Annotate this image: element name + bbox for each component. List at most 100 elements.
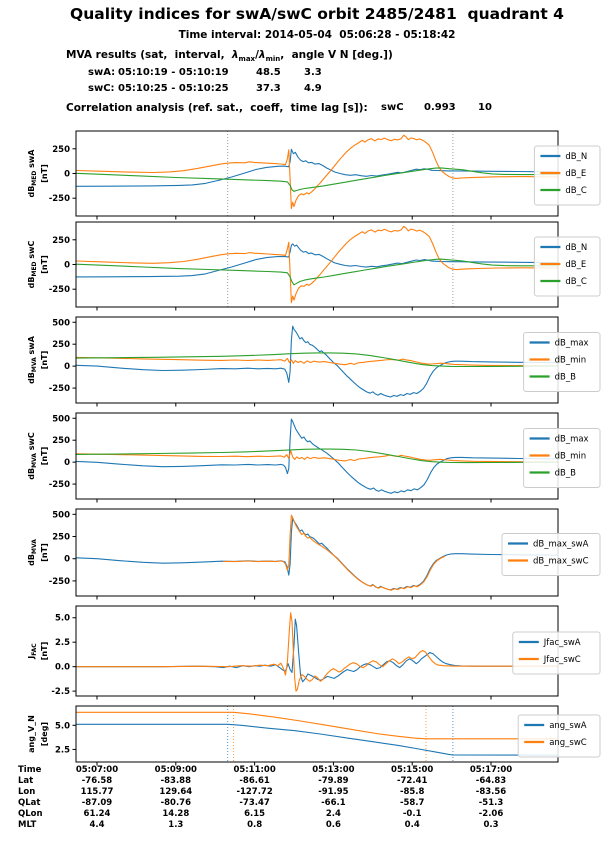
table-cell: 61.24 (83, 809, 111, 819)
table-cell: -76.58 (81, 776, 113, 786)
table-cell: -79.89 (318, 776, 349, 786)
panel-jfac: 5.0 2.5 0.0 -2.5 JFAC [nT] Jfac_swA Jfac_swC (27, 605, 601, 700)
series-dB_B (76, 352, 558, 368)
table-row-label-lat: Lat (18, 776, 34, 786)
legend-label: dB_N (565, 243, 587, 253)
y-axis-unit: [nT] (40, 447, 49, 465)
series-dB_E (76, 134, 558, 210)
legend-label: dB_min (555, 452, 587, 462)
mva-swA-interval: 05:10:19 - 05:10:19 (118, 67, 229, 78)
table-row-label-mlt: MLT (18, 820, 37, 830)
lambda-max-symbol: λ (231, 49, 239, 61)
table-cell: -87.09 (81, 798, 113, 808)
mva-header-tail: , angle V N [deg.]) (280, 49, 393, 61)
table-cell: -2.06 (478, 809, 504, 819)
y-axis-unit: [nT] (40, 255, 49, 273)
table-cell: -80.76 (160, 798, 192, 808)
y-tick-label: 2.5 (55, 638, 70, 648)
table-cell: 2.4 (325, 809, 341, 819)
y-tick-label: 250 (52, 436, 70, 446)
legend-label: ang_swC (549, 738, 587, 748)
y-tick-label: 250 (52, 236, 70, 246)
mva-row-swC: swC: 05:10:25 - 05:10:25 37.3 4.9 (0, 83, 602, 97)
y-axis-unit: [nT] (40, 351, 49, 369)
y-axis-unit: [deg] (40, 722, 49, 746)
series-Jfac_swA (76, 618, 558, 683)
table-cell: -83.88 (160, 776, 192, 786)
legend-label: dB_C (565, 277, 586, 287)
lambda-min-symbol: λ (258, 49, 266, 61)
table-cell: 0.3 (483, 820, 499, 830)
y-tick-label: 0.0 (55, 663, 70, 673)
table-cell: -127.72 (236, 787, 273, 797)
table-row-label-time: Time (18, 765, 42, 775)
y-axis-label: dBMVA (27, 539, 38, 566)
table-cell: -91.95 (318, 787, 349, 797)
time-interval-subtitle: Time interval: 2014-05-04 05:06:28 - 05:… (178, 29, 456, 41)
series-ang_swC (76, 711, 558, 740)
y-tick-label: 5.0 (55, 721, 70, 731)
mva-swA-angle: 3.3 (304, 67, 322, 78)
table-cell: 05:11:00 (233, 765, 276, 775)
legend-label: dB_max_swA (533, 540, 589, 550)
series-dB_C (76, 167, 558, 192)
table-cell: -51.3 (478, 798, 504, 808)
panel-dBmed-swC: 250 0 -250 dBMED swC[nT] dB_N dB_E dB_C (27, 221, 601, 311)
table-cell: -64.83 (475, 776, 507, 786)
table-cell: -66.1 (321, 798, 346, 808)
y-axis-label: ang_V_N (27, 715, 36, 753)
figure-title: Quality indices for swA/swC orbit 2485/2… (70, 5, 564, 23)
legend-label: dB_N (565, 152, 587, 162)
y-axis-label: dBMVA swA (27, 335, 38, 384)
panel-dBmva-swC: 500 250 0 -250 dBMVA swC[nT] dB_max dB_min dB_B (27, 412, 601, 503)
table-cell: 14.28 (162, 809, 190, 819)
mva-header-text: MVA results (sat, interval, (66, 49, 232, 61)
mva-swA-ratio: 48.5 (256, 67, 281, 78)
table-cell: -83.56 (475, 787, 507, 797)
table-cell: -0.1 (402, 809, 422, 819)
y-tick-label: 2.5 (55, 745, 70, 755)
y-tick-label: -250 (49, 194, 70, 204)
correlation-lag: 10 (478, 102, 492, 113)
legend-label: dB_E (565, 169, 586, 179)
table-cell: 05:17:00 (469, 765, 513, 775)
y-axis-label: dBMED swA (27, 149, 38, 198)
y-tick-label: 0 (64, 170, 70, 180)
panel-dBmed-swA: 250 0 -250 dBMED swA[nT] dB_N dB_E dB_C (27, 130, 601, 220)
y-tick-label: -2.5 (51, 687, 70, 697)
correlation-sat: swC (381, 102, 404, 113)
correlation-coeff: 0.993 (424, 102, 456, 113)
mva-swC-ratio: 37.3 (256, 83, 281, 94)
table-cell: -86.61 (239, 776, 270, 786)
legend-label: ang_swA (549, 721, 587, 731)
lambda-min-sub: min (265, 55, 281, 64)
series-dB_max (76, 325, 558, 398)
panel-dBmva-swA: 500 250 0 -250 dBMVA swA[nT] dB_max dB_min dB_B (27, 316, 601, 407)
table-row-label-qlat: QLat (18, 798, 41, 808)
mva-row-swA: swA: 05:10:19 - 05:10:19 48.5 3.3 (0, 67, 602, 81)
table-cell: 0.6 (325, 820, 341, 830)
axes-frame (75, 508, 559, 597)
axes-frame (75, 412, 559, 500)
series-dB_N (76, 148, 558, 187)
table-cell: 05:09:00 (154, 765, 197, 775)
series-dB_E (76, 225, 558, 304)
mva-swC-interval: 05:10:25 - 05:10:25 (118, 83, 229, 94)
y-tick-label: -250 (49, 577, 70, 587)
y-axis-label: dBMVA swC (27, 432, 38, 480)
series-dB_min (76, 356, 558, 367)
table-cell: 4.4 (89, 820, 105, 830)
y-axis-unit: [nT] (40, 164, 49, 182)
y-tick-label: -250 (49, 285, 70, 295)
lambda-max-sub: max (238, 55, 256, 64)
mva-results-header: MVA results (sat, interval, λmax/λmin, a… (66, 49, 393, 63)
legend-label: dB_B (555, 469, 576, 479)
series-dB_max (76, 418, 558, 494)
series-dB_B (76, 448, 558, 464)
table-cell: 1.3 (168, 820, 184, 830)
axes-frame (75, 605, 559, 697)
legend-label: dB_C (565, 186, 586, 196)
legend-label: dB_max (555, 435, 589, 445)
y-tick-label: 250 (52, 340, 70, 350)
series-dB_min (76, 450, 558, 463)
